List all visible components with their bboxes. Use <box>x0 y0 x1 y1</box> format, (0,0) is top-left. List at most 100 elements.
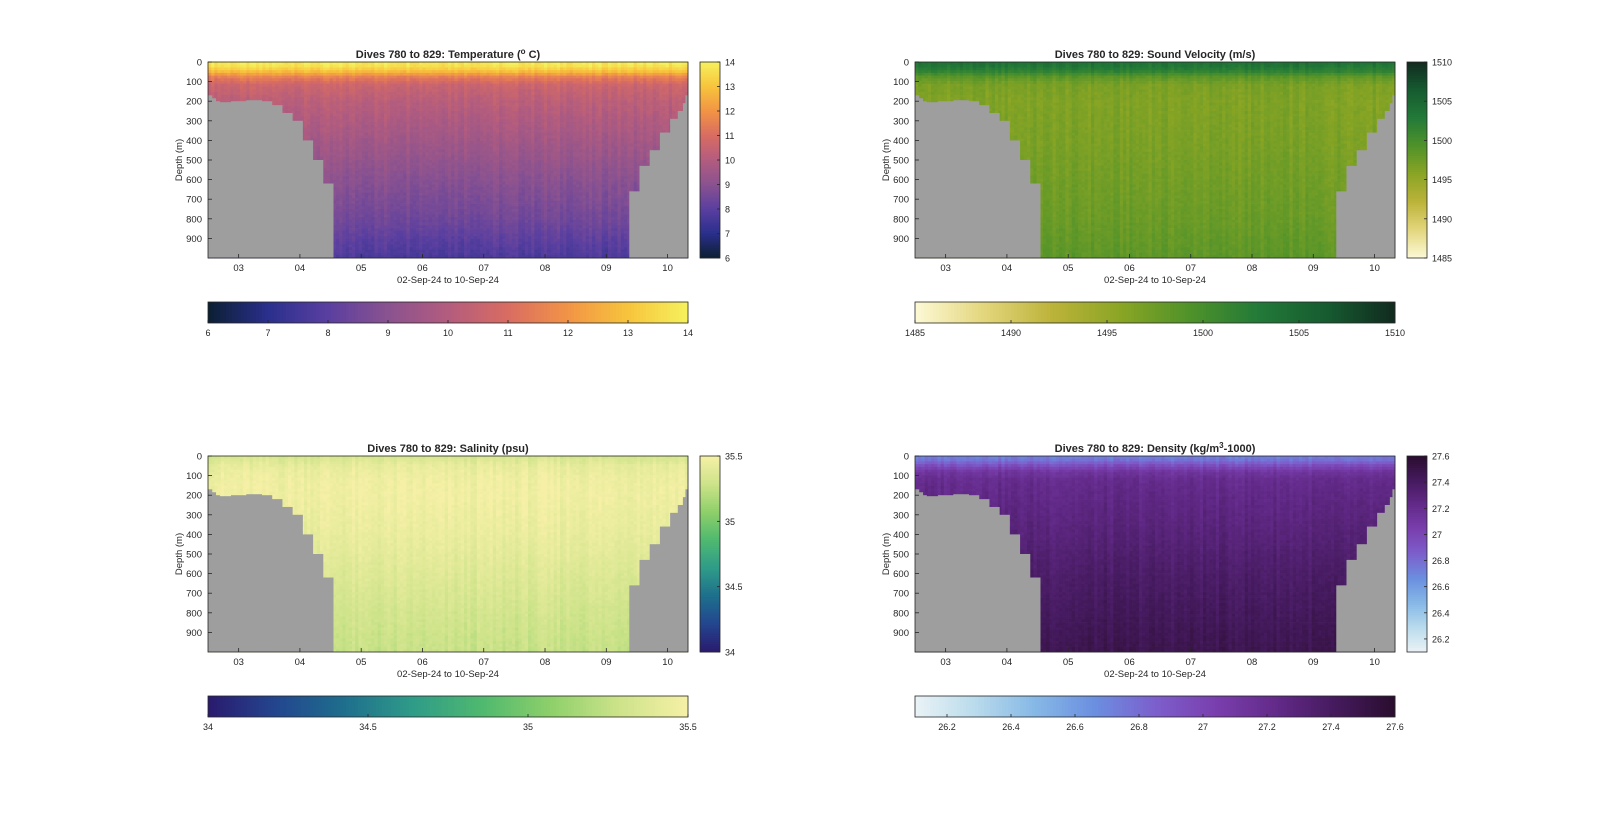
heatmap-cell <box>368 211 372 215</box>
heatmap-cell <box>374 105 378 109</box>
heatmap-cell <box>419 225 423 229</box>
heatmap-cell <box>387 138 391 142</box>
heatmap-cell <box>224 81 228 85</box>
heatmap-cell <box>387 176 391 180</box>
heatmap-cell <box>377 170 382 174</box>
heatmap-cell <box>358 67 362 71</box>
heatmap-cell <box>345 170 350 174</box>
heatmap-cell <box>403 249 407 253</box>
heatmap-cell <box>313 113 318 117</box>
heatmap-cell <box>265 83 270 87</box>
heatmap-cell <box>252 91 257 96</box>
heatmap-cell <box>380 162 385 166</box>
heatmap-cell <box>339 102 343 106</box>
heatmap-cell <box>368 157 372 161</box>
heatmap-cell <box>403 64 407 68</box>
heatmap-cell <box>358 151 362 155</box>
heatmap-cell <box>352 203 356 207</box>
heatmap-cell <box>361 249 366 253</box>
heatmap-cell <box>377 75 382 79</box>
heatmap-cell <box>278 100 282 104</box>
heatmap-cell <box>348 111 353 115</box>
heatmap-cell <box>396 130 401 134</box>
heatmap-cell <box>377 81 382 85</box>
heatmap-cell <box>371 119 375 123</box>
heatmap-cell <box>342 189 346 194</box>
heatmap-cell <box>384 62 388 66</box>
heatmap-cell <box>390 127 394 131</box>
heatmap-cell <box>374 214 378 218</box>
heatmap-cell <box>400 195 404 199</box>
heatmap-cell <box>342 230 346 234</box>
heatmap-cell <box>320 143 324 147</box>
heatmap-cell <box>323 181 327 185</box>
heatmap-cell <box>348 105 353 109</box>
heatmap-cell <box>368 64 372 68</box>
heatmap-cell <box>278 81 282 85</box>
heatmap-cell <box>380 135 385 139</box>
heatmap-cell <box>419 211 423 215</box>
heatmap-cell <box>377 192 382 196</box>
heatmap-cell <box>403 198 407 202</box>
heatmap-cell <box>332 78 337 82</box>
heatmap-cell <box>387 119 391 123</box>
heatmap-cell <box>217 70 222 74</box>
heatmap-cell <box>233 91 238 96</box>
heatmap-cell <box>339 238 343 243</box>
heatmap-cell <box>246 67 250 71</box>
heatmap-cell <box>400 233 404 237</box>
heatmap-cell <box>403 132 407 136</box>
heatmap-cell <box>361 72 366 76</box>
heatmap-cell <box>355 200 359 204</box>
heatmap-cell <box>259 67 263 71</box>
heatmap-cell <box>329 86 334 90</box>
heatmap-cell <box>412 154 417 158</box>
heatmap-cell <box>358 70 362 74</box>
heatmap-cell <box>220 94 225 98</box>
heatmap-cell <box>224 78 228 82</box>
heatmap-cell <box>374 222 378 226</box>
heatmap-cell <box>339 105 343 109</box>
heatmap-cell <box>422 154 426 158</box>
heatmap-cell <box>329 64 334 68</box>
heatmap-cell <box>323 89 327 93</box>
heatmap-cell <box>406 75 410 79</box>
heatmap-cell <box>310 119 314 123</box>
heatmap-cell <box>425 149 430 153</box>
heatmap-cell <box>403 209 407 213</box>
heatmap-cell <box>406 67 410 71</box>
heatmap-cell <box>233 83 238 87</box>
heatmap-cell <box>416 130 420 134</box>
heatmap-cell <box>339 236 343 240</box>
heatmap-cell <box>326 97 330 101</box>
heatmap-cell <box>400 75 404 79</box>
heatmap-cell <box>233 89 238 93</box>
heatmap-cell <box>409 75 414 79</box>
heatmap-cell <box>368 252 372 256</box>
heatmap-cell <box>368 94 372 98</box>
heatmap-cell <box>332 62 337 66</box>
heatmap-cell <box>409 249 414 253</box>
heatmap-cell <box>291 105 295 109</box>
heatmap-cell <box>412 228 417 232</box>
heatmap-cell <box>339 72 343 76</box>
heatmap-cell <box>259 86 263 90</box>
heatmap-cell <box>406 62 410 66</box>
heatmap-cell <box>422 135 426 139</box>
heatmap-cell <box>336 214 340 218</box>
heatmap-cell <box>275 91 279 96</box>
heatmap-cell <box>361 228 366 232</box>
heatmap-cell <box>220 89 225 93</box>
heatmap-cell <box>345 228 350 232</box>
heatmap-cell <box>428 130 433 134</box>
heatmap-cell <box>358 217 362 221</box>
heatmap-cell <box>390 108 394 112</box>
heatmap-cell <box>371 200 375 204</box>
heatmap-cell <box>393 91 398 96</box>
heatmap-cell <box>364 214 369 218</box>
heatmap-cell <box>336 247 340 251</box>
heatmap-cell <box>345 127 350 131</box>
heatmap-cell <box>390 132 394 136</box>
heatmap-cell <box>393 211 398 215</box>
heatmap-cell <box>374 165 378 169</box>
